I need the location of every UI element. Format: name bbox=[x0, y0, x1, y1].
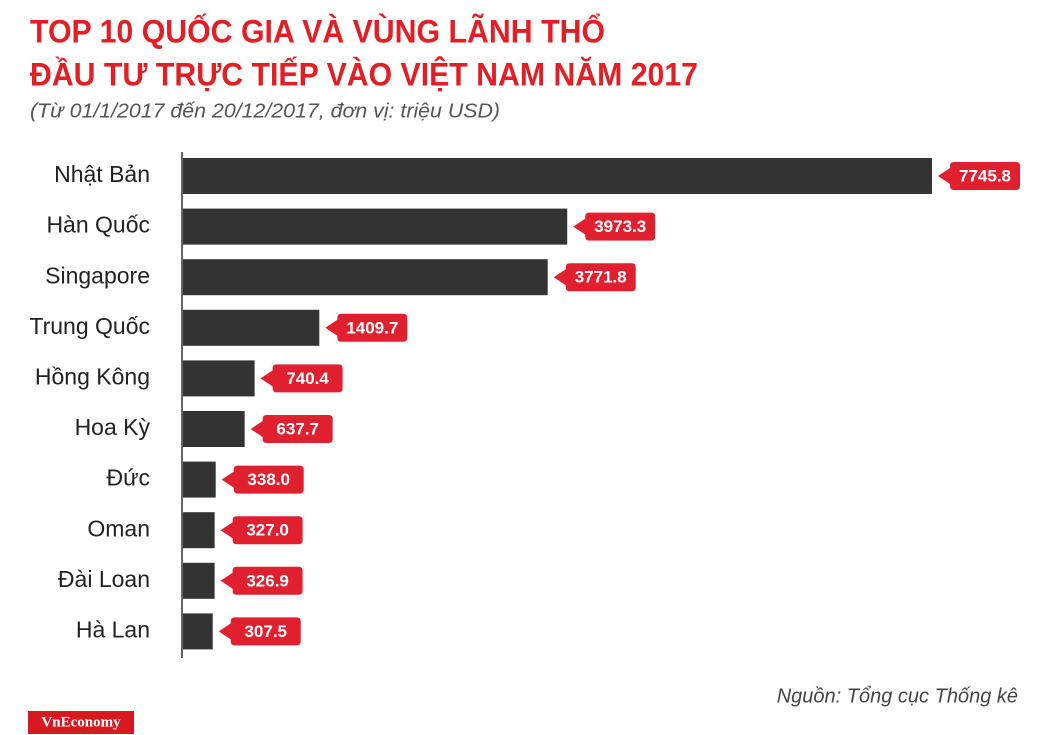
value-label: 3771.8 bbox=[575, 268, 627, 287]
value-label: 1409.7 bbox=[346, 318, 398, 337]
category-label: Hàn Quốc bbox=[46, 212, 150, 238]
category-label: Hà Lan bbox=[76, 616, 150, 642]
value-tag bbox=[260, 364, 343, 393]
category-label: Oman bbox=[87, 515, 150, 541]
bar bbox=[183, 259, 548, 296]
value-label: 338.0 bbox=[247, 470, 290, 489]
value-tag bbox=[221, 465, 304, 494]
category-label: Trung Quốc bbox=[29, 313, 150, 339]
bar bbox=[183, 158, 932, 194]
category-label: Hoa Kỳ bbox=[75, 414, 151, 440]
value-label: 326.9 bbox=[246, 571, 289, 590]
category-label: Hồng Kông bbox=[35, 363, 150, 389]
bar bbox=[183, 360, 255, 397]
category-label: Đài Loan bbox=[58, 566, 150, 592]
value-tag bbox=[250, 415, 333, 443]
value-tag bbox=[325, 313, 408, 342]
value-label: 740.4 bbox=[286, 369, 329, 388]
value-label: 3973.3 bbox=[594, 217, 646, 236]
value-label: 637.7 bbox=[276, 419, 319, 438]
bar bbox=[183, 512, 215, 549]
chart-subtitle: (Từ 01/1/2017 đến 20/12/2017, đơn vị: tr… bbox=[30, 100, 500, 122]
bar bbox=[183, 562, 215, 599]
logo: VnEconomy bbox=[41, 714, 121, 730]
bar bbox=[183, 411, 245, 447]
bar bbox=[183, 309, 320, 346]
value-label: 327.0 bbox=[246, 521, 289, 540]
chart-title: TOP 10 QUỐC GIA VÀ VÙNG LÃNH THỔ bbox=[30, 13, 605, 49]
source: Nguồn: Tổng cục Thống kê bbox=[777, 685, 1018, 707]
logo-box bbox=[28, 711, 134, 734]
value-tag bbox=[220, 516, 303, 545]
chart-title: ĐẦU TƯ TRỰC TIẾP VÀO VIỆT NAM NĂM 2017 bbox=[30, 56, 698, 92]
bar bbox=[183, 208, 568, 245]
value-tag bbox=[220, 566, 303, 595]
value-tag bbox=[218, 617, 301, 646]
category-label: Singapore bbox=[45, 262, 150, 288]
value-tag bbox=[573, 212, 656, 241]
category-label: Nhật Bản bbox=[54, 161, 150, 187]
value-label: 307.5 bbox=[244, 622, 287, 641]
bar bbox=[183, 613, 213, 650]
value-label: 7745.8 bbox=[959, 166, 1011, 185]
value-tag bbox=[553, 263, 636, 292]
value-tag bbox=[938, 162, 1020, 190]
bar bbox=[183, 461, 216, 498]
category-label: Đức bbox=[106, 465, 150, 491]
